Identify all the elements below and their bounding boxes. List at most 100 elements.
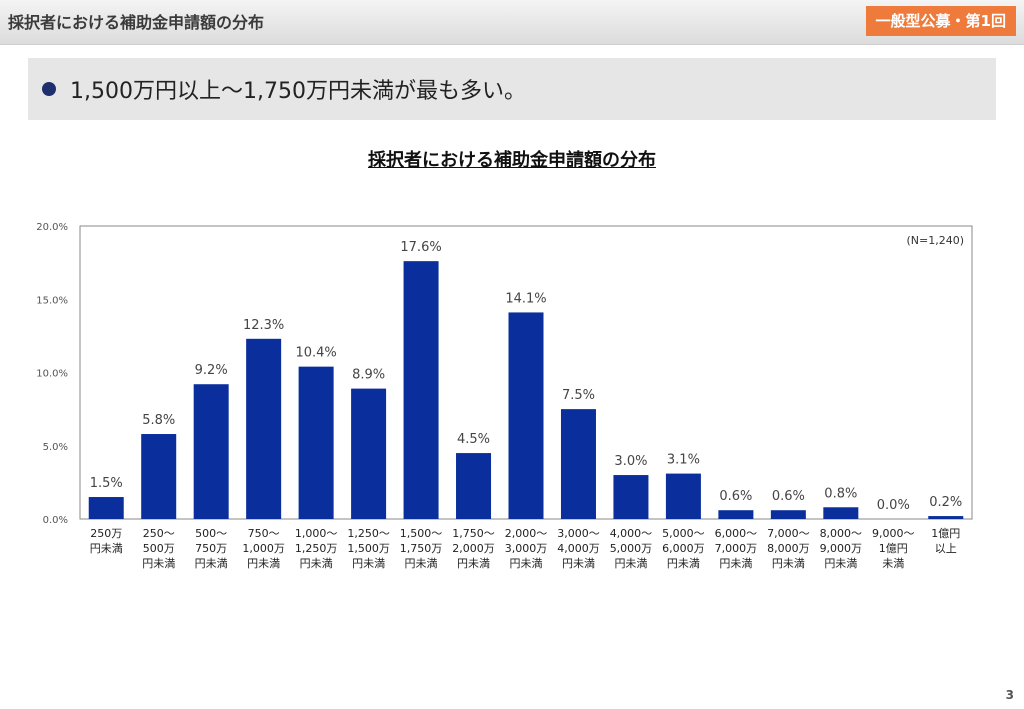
x-tick-label-line: 5,000～ — [662, 527, 705, 540]
x-tick-label-line: 円未満 — [457, 557, 490, 570]
x-tick-label-line: 円未満 — [824, 557, 857, 570]
y-tick-label: 10.0% — [36, 369, 68, 380]
x-tick-label-line: 円未満 — [142, 557, 175, 570]
x-tick-label-line: 円未満 — [719, 557, 752, 570]
bar — [665, 473, 701, 519]
x-tick-label-line: 1億円 — [931, 527, 960, 540]
bar — [613, 475, 649, 519]
x-tick-label-line: 1,000～ — [295, 527, 338, 540]
x-tick-label: 1,750～ 2,000万円未満 — [452, 527, 495, 570]
x-tick-label-line: 円未満 — [510, 557, 543, 570]
category-badge: 一般型公募・第1回 — [865, 6, 1016, 36]
data-label: 4.5% — [457, 432, 490, 447]
data-label: 0.2% — [929, 495, 962, 510]
x-tick-label-line: 1,000万 — [242, 542, 285, 555]
x-tick-label: 1,250～ 1,500万円未満 — [347, 527, 390, 570]
headline-box: 1,500万円以上～1,750万円未満が最も多い。 — [28, 58, 996, 120]
x-tick-label: 250～ 500万円未満 — [142, 527, 175, 570]
bar — [508, 312, 544, 519]
x-tick-label-line: 円未満 — [562, 557, 595, 570]
x-tick-label-line: 3,000～ — [557, 527, 600, 540]
bar — [141, 434, 177, 519]
data-label: 8.9% — [352, 368, 385, 383]
data-label: 14.1% — [505, 291, 546, 306]
y-tick-label: 20.0% — [36, 222, 68, 233]
x-tick-label: 3,000～ 4,000万円未満 — [557, 527, 600, 570]
y-tick-label: 15.0% — [36, 295, 68, 306]
y-tick-label: 0.0% — [43, 515, 68, 526]
x-tick-label-line: 1,750～ — [452, 527, 495, 540]
y-tick-label: 5.0% — [43, 442, 68, 453]
x-tick-label-line: 9,000～ — [872, 527, 915, 540]
x-tick-label: 1億円以上 — [931, 527, 960, 555]
data-label: 0.6% — [772, 489, 805, 504]
x-tick-label-line: 6,000～ — [715, 527, 758, 540]
x-tick-label: 750～ 1,000万円未満 — [242, 527, 285, 570]
x-tick-label: 8,000～ 9,000万円未満 — [820, 527, 863, 570]
chart-title: 採択者における補助金申請額の分布 — [368, 150, 656, 171]
bar — [298, 366, 334, 519]
x-tick-label: 5,000～ 6,000万円未満 — [662, 527, 705, 570]
x-tick-label: 4,000～ 5,000万円未満 — [610, 527, 653, 570]
x-tick-label-line: 1,750万 — [400, 542, 443, 555]
x-tick-label-line: 1,500万 — [347, 542, 390, 555]
page-number: 3 — [1005, 688, 1014, 702]
data-label: 0.8% — [824, 486, 857, 501]
bar — [770, 510, 806, 519]
x-tick-label-line: 以上 — [935, 542, 957, 555]
x-tick-label-line: 8,000万 — [767, 542, 810, 555]
x-tick-label-line: 3,000万 — [505, 542, 548, 555]
bar — [823, 507, 859, 519]
x-tick-label-line: 250～ — [143, 527, 175, 540]
x-tick-label: 1,500～ 1,750万円未満 — [400, 527, 443, 570]
x-tick-label-line: 9,000万 — [820, 542, 863, 555]
bullet-icon — [42, 82, 56, 96]
x-tick-label-line: 7,000～ — [767, 527, 810, 540]
x-tick-label-line: 1億円 — [879, 542, 908, 555]
bar — [560, 409, 596, 519]
bar — [928, 516, 964, 519]
data-label: 1.5% — [90, 476, 123, 491]
x-tick-label-line: 1,250～ — [347, 527, 390, 540]
x-tick-label-line: 750～ — [248, 527, 280, 540]
x-tick-label-line: 4,000万 — [557, 542, 600, 555]
bar — [88, 497, 124, 519]
x-tick-label-line: 未満 — [882, 557, 904, 570]
x-tick-label-line: 2,000～ — [505, 527, 548, 540]
header-title: 採択者における補助金申請額の分布 — [8, 13, 265, 32]
x-tick-label-line: 250万 — [90, 527, 122, 540]
x-tick-label-line: 4,000～ — [610, 527, 653, 540]
x-tick-label-line: 500万 — [143, 542, 175, 555]
bar — [246, 338, 282, 519]
bar — [456, 453, 492, 519]
x-tick-label: 500～ 750万円未満 — [195, 527, 228, 570]
data-label: 17.6% — [400, 240, 441, 255]
x-tick-label-line: 円未満 — [352, 557, 385, 570]
x-tick-label-line: 2,000万 — [452, 542, 495, 555]
x-tick-label-line: 円未満 — [405, 557, 438, 570]
bar — [403, 261, 439, 519]
x-tick-label: 1,000～ 1,250万円未満 — [295, 527, 338, 570]
headline-text: 1,500万円以上～1,750万円未満が最も多い。 — [70, 79, 526, 104]
data-label: 3.1% — [667, 453, 700, 468]
bar — [718, 510, 754, 519]
x-tick-label-line: 円未満 — [614, 557, 647, 570]
x-tick-label-line: 6,000万 — [662, 542, 705, 555]
x-tick-label-line: 円未満 — [300, 557, 333, 570]
x-tick-label-line: 8,000～ — [820, 527, 863, 540]
bar — [193, 384, 229, 519]
x-tick-label-line: 500～ — [195, 527, 227, 540]
x-tick-label-line: 750万 — [195, 542, 227, 555]
data-label: 3.0% — [614, 454, 647, 469]
sample-size-note: (N=1,240) — [906, 234, 964, 247]
x-tick-label: 7,000～ 8,000万円未満 — [767, 527, 810, 570]
x-tick-label-line: 円未満 — [772, 557, 805, 570]
x-tick-label-line: 円未満 — [247, 557, 280, 570]
data-label: 12.3% — [243, 318, 284, 333]
x-tick-label-line: 1,250万 — [295, 542, 338, 555]
x-tick-label-line: 円未満 — [90, 542, 123, 555]
slide-header: 採択者における補助金申請額の分布 一般型公募・第1回 — [0, 0, 1024, 45]
x-tick-label: 250万円未満 — [90, 527, 123, 555]
data-label: 7.5% — [562, 388, 595, 403]
